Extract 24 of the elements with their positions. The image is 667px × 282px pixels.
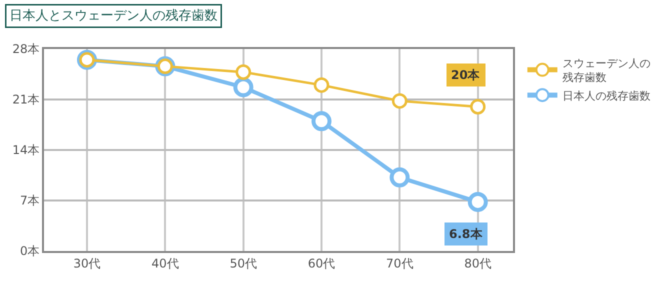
y-tick-label: 7本 — [20, 194, 40, 208]
data-label: 20本 — [451, 68, 481, 82]
x-tick-label: 40代 — [152, 256, 179, 270]
point — [392, 93, 408, 109]
x-tick-label: 70代 — [386, 256, 414, 270]
point — [390, 167, 410, 188]
y-tick-label: 0本 — [20, 244, 40, 258]
point — [470, 98, 486, 114]
y-tick-label: 14本 — [12, 143, 40, 158]
point — [233, 77, 254, 98]
y-tick-label: 28本 — [12, 42, 40, 56]
point — [311, 111, 332, 132]
y-tick-label: 21本 — [12, 92, 40, 107]
point — [314, 77, 330, 93]
x-tick-label: 80代 — [464, 256, 492, 270]
x-tick-label: 60代 — [308, 256, 336, 270]
chart-title: 日本人とスウェーデン人の残存歯数 — [10, 8, 218, 24]
data-label: 6.8本 — [449, 227, 484, 241]
x-tick-label: 50代 — [230, 256, 257, 270]
x-tick-label: 30代 — [73, 256, 101, 270]
legend-label: スウェーデン人の残存歯数 — [562, 56, 650, 84]
point — [468, 192, 488, 212]
point — [236, 64, 252, 80]
legend-label: 日本人の残存歯数 — [562, 89, 650, 102]
